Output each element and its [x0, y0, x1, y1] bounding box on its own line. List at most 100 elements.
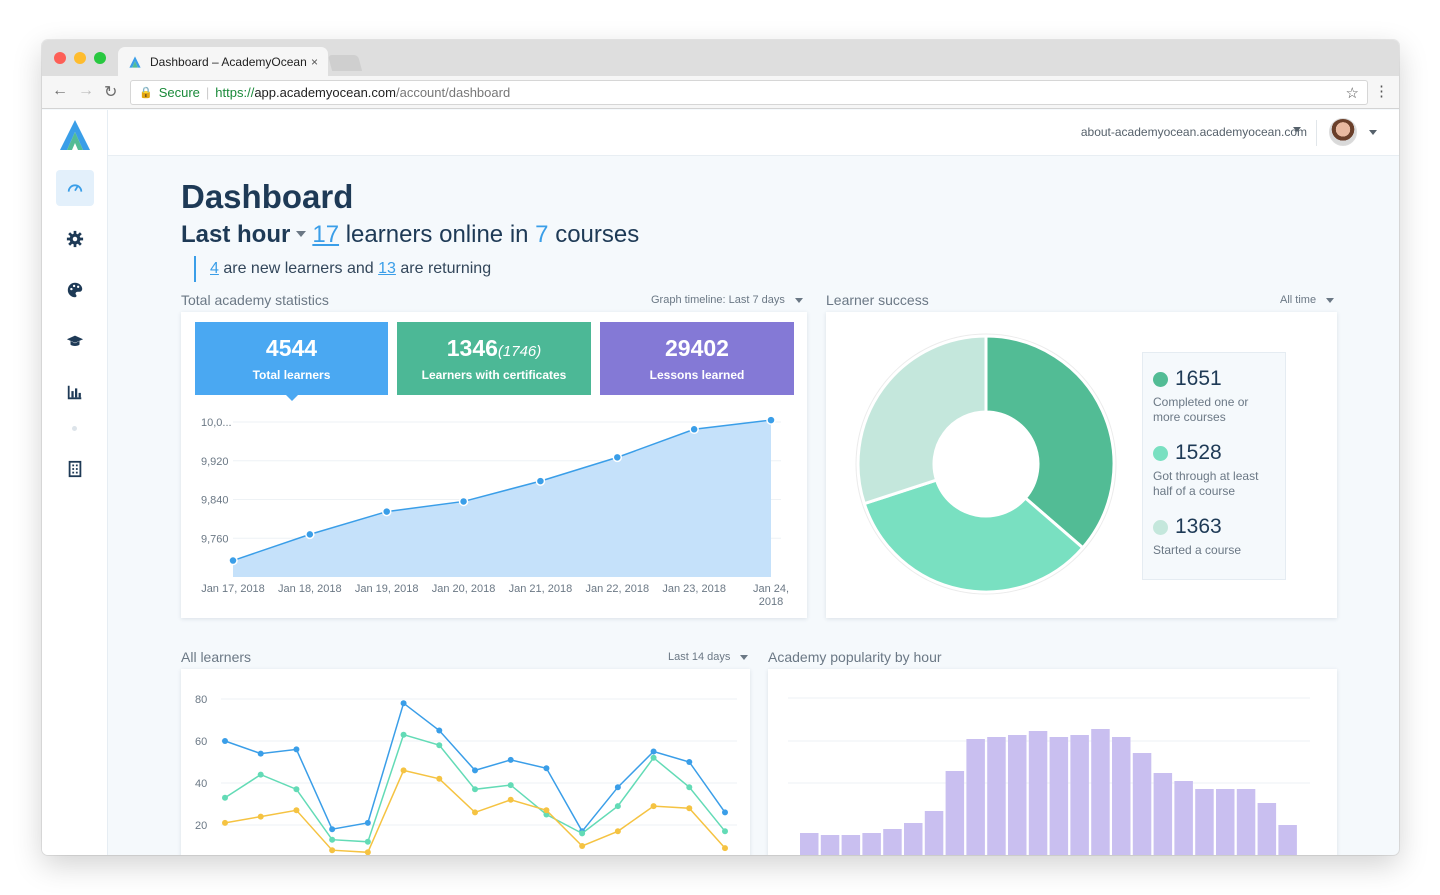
close-window-button[interactable]	[54, 52, 66, 64]
hour-bar	[800, 833, 819, 855]
tab-title: Dashboard – AcademyOcean	[150, 54, 307, 69]
hour-bar	[1257, 803, 1277, 855]
online-summary: Last hour 17 learners online in 7 courses	[181, 221, 639, 249]
selected-tile-pointer	[285, 394, 299, 401]
speedometer-icon	[67, 184, 83, 192]
data-point	[293, 807, 300, 814]
data-point	[507, 756, 514, 763]
data-point	[686, 759, 693, 765]
period-select[interactable]: Last hour	[181, 221, 291, 248]
tab-close-icon[interactable]: ×	[310, 54, 318, 69]
legend-half: 1528 Got through at least half of a cour…	[1153, 441, 1273, 499]
address-bar[interactable]: 🔒 Secure | https:// app.academyocean.com…	[130, 80, 1368, 105]
success-range-value: All time	[1280, 294, 1317, 306]
sidebar-item-company[interactable]	[56, 451, 94, 487]
chevron-down-icon[interactable]	[1293, 127, 1301, 132]
certificates-tile[interactable]: 1346(1746) Learners with certificates	[397, 322, 591, 395]
sidebar-item-statistics[interactable]	[56, 374, 94, 410]
data-point	[543, 811, 550, 818]
hour-bar	[841, 835, 861, 855]
popularity-by-hour-chart	[788, 697, 1310, 855]
new-learners-link[interactable]: 4	[210, 260, 219, 277]
popularity-title: Academy popularity by hour	[768, 649, 942, 665]
sidebar-item-settings[interactable]	[56, 221, 94, 257]
maximize-window-button[interactable]	[94, 52, 106, 64]
learners-online-link[interactable]: 17	[312, 221, 340, 248]
data-point	[222, 794, 228, 801]
hour-bar	[987, 737, 1006, 855]
hour-bar	[1216, 789, 1235, 855]
success-range-select[interactable]: All time	[1280, 294, 1335, 306]
total-learners-chart: 10,0... 9,920 9,840 9,760 Jan 17, 2018 Jan 18…	[201, 415, 789, 608]
data-point	[472, 809, 478, 816]
courses-text: courses	[555, 221, 640, 248]
hour-bar	[904, 823, 923, 855]
data-point	[400, 731, 407, 738]
returning-learners-link[interactable]: 13	[378, 260, 396, 277]
stats-section-title: Total academy statistics	[181, 292, 329, 308]
hour-bar	[1132, 753, 1152, 855]
chevron-down-icon[interactable]	[1369, 130, 1377, 135]
lessons-learned-tile[interactable]: 29402 Lessons learned	[600, 322, 794, 395]
chevron-down-icon[interactable]	[296, 230, 307, 237]
url-protocol: https://	[215, 85, 255, 100]
y-tick-label: 80	[195, 694, 207, 706]
bar-chart-icon	[67, 385, 82, 400]
data-point	[436, 775, 443, 782]
data-point	[257, 750, 264, 757]
new-tab-button[interactable]	[327, 55, 363, 71]
academy-domain-select[interactable]: about-academyocean.academyocean.com	[1080, 125, 1307, 139]
hour-bar	[1153, 773, 1173, 855]
data-point	[228, 555, 238, 566]
gear-icon	[66, 230, 84, 248]
data-point	[614, 828, 621, 835]
all-learners-range-value: Last 14 days	[668, 651, 731, 663]
sidebar	[42, 110, 108, 855]
started-label: Started a course	[1153, 543, 1242, 557]
data-point	[543, 807, 550, 814]
avatar[interactable]	[1329, 118, 1357, 146]
minimize-window-button[interactable]	[74, 52, 86, 64]
data-point	[722, 809, 728, 816]
legend-completed: 1651 Completed one or more courses	[1153, 367, 1273, 425]
lessons-learned-label: Lessons learned	[649, 368, 745, 382]
all-learners-range-select[interactable]: Last 14 days	[668, 651, 749, 663]
browser-tab[interactable]: Dashboard – AcademyOcean ×	[118, 47, 328, 76]
data-point	[400, 700, 407, 707]
data-point	[686, 805, 693, 812]
hour-bar	[1278, 825, 1297, 855]
sidebar-item-dashboard[interactable]	[56, 170, 94, 206]
reload-icon[interactable]: ↻	[104, 84, 118, 101]
hour-bar	[1070, 735, 1089, 855]
hour-bar	[945, 771, 965, 855]
x-tick-label: 2018	[759, 596, 783, 608]
hour-bar	[1236, 789, 1256, 855]
data-point	[543, 765, 550, 772]
data-point	[612, 452, 623, 463]
academyocean-logo-icon[interactable]	[58, 118, 92, 152]
bookmark-star-icon[interactable]: ☆	[1345, 84, 1359, 102]
forward-arrow-icon[interactable]: →	[78, 82, 94, 99]
data-point	[614, 803, 621, 810]
palette-icon	[67, 282, 83, 298]
graph-timeline-label: Graph timeline:	[651, 294, 726, 306]
browser-menu-icon[interactable]: ⋮	[1374, 83, 1389, 100]
back-arrow-icon[interactable]: ←	[52, 82, 68, 99]
graph-timeline-select[interactable]: Graph timeline: Last 7 days	[651, 294, 803, 306]
data-point	[650, 754, 657, 761]
half-value: 1528	[1175, 441, 1222, 464]
success-section-title: Learner success	[826, 292, 929, 308]
hour-bar	[1008, 735, 1027, 855]
y-tick-label: 10,0...	[201, 417, 232, 429]
courses-count-link[interactable]: 7	[535, 221, 549, 248]
data-point	[329, 826, 336, 833]
total-learners-tile[interactable]: 4544 Total learners	[195, 322, 388, 395]
area-line	[232, 419, 772, 562]
data-point	[650, 748, 657, 755]
sidebar-item-design[interactable]	[56, 272, 94, 308]
data-point	[222, 738, 228, 744]
sidebar-item-courses[interactable]	[56, 323, 94, 359]
y-tick-label: 20	[195, 820, 207, 832]
x-tick-label: Jan 20, 2018	[432, 583, 496, 595]
new-returning-summary: 4 are new learners and 13 are returning	[194, 256, 491, 282]
